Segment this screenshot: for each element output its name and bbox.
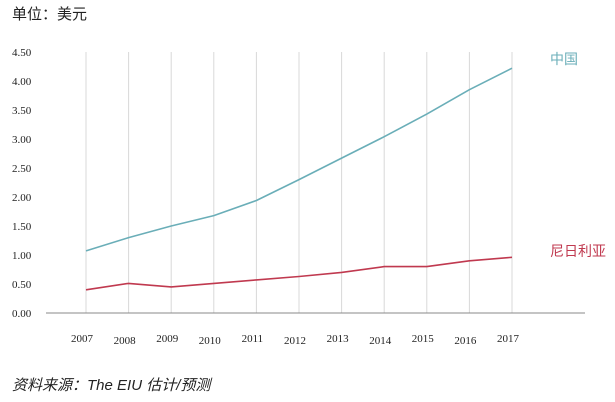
y-tick-label: 2.00 xyxy=(12,192,32,204)
x-tick-label: 2013 xyxy=(327,333,350,345)
legend-label-china: 中国 xyxy=(550,52,578,68)
series-lines xyxy=(85,67,513,291)
x-tick-label: 2008 xyxy=(114,335,137,347)
y-tick-label: 1.00 xyxy=(12,250,32,262)
y-tick-label: 0.50 xyxy=(12,279,32,291)
x-tick-label: 2016 xyxy=(454,335,477,347)
x-tick-label: 2010 xyxy=(199,335,222,347)
x-tick-label: 2014 xyxy=(369,335,392,347)
source-note: 资料来源：The EIU 估计/预测 xyxy=(12,377,211,394)
x-tick-label: 2015 xyxy=(412,333,435,345)
y-tick-label: 4.00 xyxy=(12,76,32,88)
gridlines xyxy=(46,52,585,314)
legend-label-nigeria: 尼日利亚 xyxy=(550,244,606,260)
x-tick-label: 2007 xyxy=(71,333,94,345)
x-tick-label: 2009 xyxy=(156,333,179,345)
series-line-china xyxy=(85,67,513,252)
unit-label: 单位：美元 xyxy=(12,6,88,23)
x-axis-ticks: 2007 2008 2009 2010 2011 2012 2013 2014 2015 2016… xyxy=(71,333,520,347)
x-tick-label: 2011 xyxy=(242,333,264,345)
series-line-nigeria xyxy=(85,256,513,291)
y-tick-label: 3.50 xyxy=(12,105,32,117)
line-chart: 0.00 0.50 1.00 1.50 2.00 2.50 3.00 3.50 4.00 4.50… xyxy=(12,47,606,347)
y-tick-label: 1.50 xyxy=(12,221,32,233)
y-axis-ticks: 0.00 0.50 1.00 1.50 2.00 2.50 3.00 3.50 4.00 4.50 xyxy=(12,47,32,320)
y-tick-label: 4.50 xyxy=(12,47,32,59)
x-tick-label: 2017 xyxy=(497,333,520,345)
y-tick-label: 2.50 xyxy=(12,163,32,175)
x-tick-label: 2012 xyxy=(284,335,306,347)
y-tick-label: 0.00 xyxy=(12,308,32,320)
y-tick-label: 3.00 xyxy=(12,134,32,146)
